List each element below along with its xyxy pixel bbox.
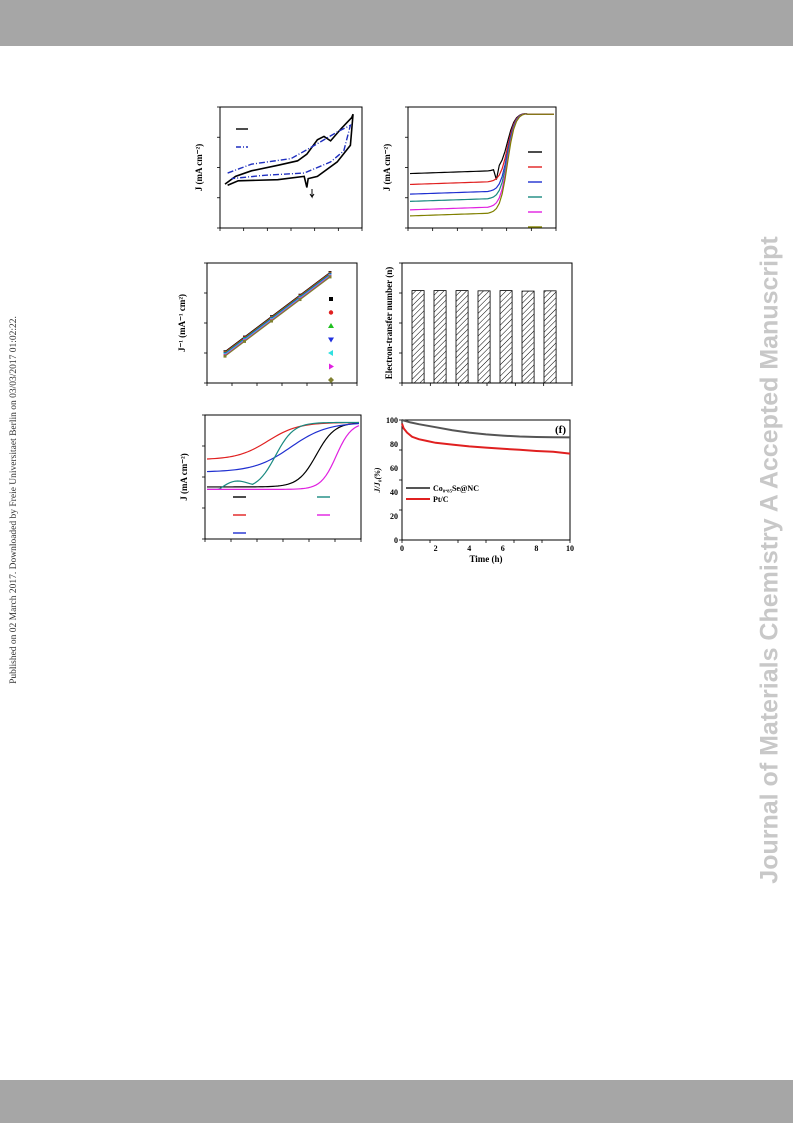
cv-series-line — [224, 113, 354, 188]
x-axis-label: Time (h) — [469, 554, 502, 564]
bar-mark — [521, 290, 535, 384]
kl-data-point — [243, 339, 246, 343]
series-line — [401, 423, 571, 455]
arrow-icon — [309, 189, 315, 199]
legend-marker — [329, 363, 334, 370]
publication-note: Published on 02 March 2017. Downloaded b… — [9, 316, 19, 684]
legend-label: Co₀.₈₅Se@NC — [433, 484, 479, 493]
y-tick-label: 100 — [386, 416, 398, 425]
x-tick-label: 2 — [434, 544, 438, 553]
lsv-series-line — [206, 421, 360, 460]
legend-label: Pt/C — [433, 495, 449, 504]
legend-marker — [328, 350, 333, 356]
y-tick-label: 40 — [390, 488, 398, 497]
legend-marker — [328, 323, 334, 328]
top-banner — [0, 0, 793, 46]
panel-tag: (f) — [555, 424, 566, 436]
legend-marker — [328, 310, 334, 315]
panel-b-ylabel: J (mA cm⁻²) — [382, 144, 392, 191]
lsv-series-line — [409, 112, 554, 180]
series-line — [401, 419, 571, 439]
lsv-series-line — [409, 113, 554, 186]
kl-data-point — [328, 275, 332, 279]
x-tick-label: 8 — [534, 544, 538, 553]
kl-fit-line — [224, 276, 331, 357]
panel-a-ylabel: J (mA cm⁻²) — [194, 144, 204, 191]
y-tick-label: 80 — [390, 440, 398, 449]
bar-mark — [433, 290, 447, 384]
kl-data-point — [223, 354, 227, 358]
lsv-series-line — [409, 113, 554, 217]
panel-c-frame — [206, 262, 358, 384]
bottom-banner — [0, 1080, 793, 1123]
panel-e-ylabel: J (mA cm⁻²) — [179, 453, 189, 500]
bar-mark — [455, 290, 469, 384]
figure: J (mA cm⁻²) J (mA cm⁻²) J⁻¹ (mA⁻¹ cm²) Elec… — [177, 106, 574, 564]
bar-mark — [499, 290, 513, 384]
bar-mark — [543, 290, 557, 384]
legend-marker — [328, 377, 334, 383]
x-tick-label: 6 — [501, 544, 505, 553]
y-axis-label: J/J₀(%) — [373, 467, 382, 493]
legend-marker — [329, 297, 333, 301]
bar-mark — [411, 290, 425, 384]
lsv-series-line — [206, 422, 360, 473]
y-tick-label: 20 — [390, 512, 398, 521]
lsv-series-line — [409, 113, 554, 202]
lsv-series-line — [206, 422, 360, 488]
lsv-series-line — [207, 425, 360, 490]
kl-data-point — [298, 298, 302, 302]
kl-data-point — [270, 319, 273, 323]
panel-d-ylabel: Electron-transfer number (n) — [384, 267, 394, 380]
y-tick-label: 60 — [390, 464, 398, 473]
y-tick-label: 0 — [394, 536, 398, 545]
x-tick-label: 0 — [400, 544, 404, 553]
panel-c-ylabel: J⁻¹ (mA⁻¹ cm²) — [177, 294, 187, 352]
x-tick-label: 4 — [467, 544, 471, 553]
journal-watermark: Journal of Materials Chemistry A Accepte… — [755, 236, 784, 884]
bar-mark — [477, 290, 491, 384]
x-tick-label: 10 — [566, 544, 574, 553]
lsv-series-line — [409, 113, 554, 211]
panel-e-frame — [204, 414, 362, 540]
lsv-series-line — [206, 421, 360, 490]
cv-series-line — [227, 123, 352, 180]
legend-marker — [328, 337, 334, 343]
